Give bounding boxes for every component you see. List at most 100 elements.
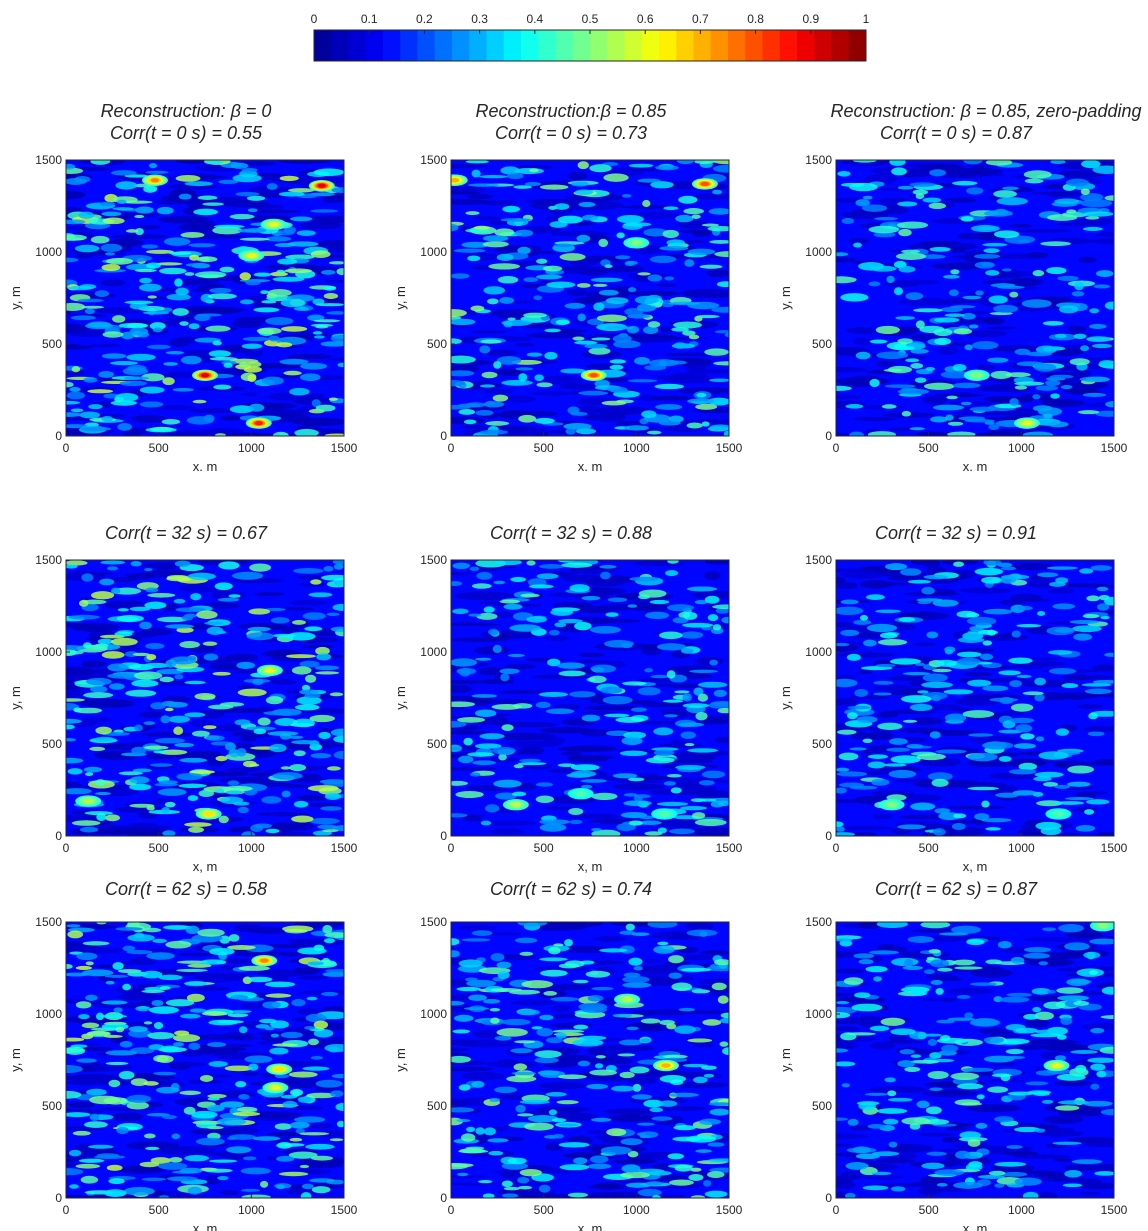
panel-title-line: Corr(t = 32 s) = 0.67 [104,523,268,543]
wave-crest [1034,1128,1046,1133]
wave-crest [544,351,558,360]
hotspot [200,373,210,378]
wave-crest [78,1158,105,1163]
wave-crest [615,255,631,260]
wave-crest [865,965,888,973]
wave-crest [962,295,982,300]
wave-crest [981,818,1012,823]
wave-crest [465,160,489,164]
panel-title-line: Corr(t = 62 s) = 0.74 [489,879,653,899]
wave-crest [657,827,668,834]
wave-crest [232,801,250,806]
wave-crest [1046,626,1075,636]
wave-trough [127,822,157,827]
wave-crest [889,658,922,665]
wave-crest [171,1133,181,1140]
wave-crest [907,579,931,584]
wave-crest [1071,291,1085,297]
wave-crest [591,337,611,341]
panel-title-line: Corr(t = 0 s) = 0.87 [879,123,1033,143]
wave-trough [1054,1080,1093,1086]
wave-crest [162,1115,177,1120]
wave-trough [472,1030,502,1038]
wave-trough [296,794,326,801]
wave-crest [305,1143,335,1150]
wave-crest [227,945,256,950]
wave-crest [294,428,319,436]
wave-crest [724,332,729,338]
wave-crest [485,804,500,813]
wave-trough [66,323,90,333]
wave-crest [521,980,554,989]
x-tick-label: 0 [833,1203,840,1217]
colorbar-tick-label: 0.6 [637,12,654,26]
wave-crest [282,1100,298,1109]
wave-crest [536,1027,554,1037]
wave-crest [533,295,543,301]
wave-trough [844,1016,886,1024]
wave-trough [673,777,725,782]
wave-crest [463,1007,490,1011]
wave-crest [623,222,652,227]
wave-crest [501,379,533,386]
wave-trough [1024,1019,1050,1028]
colorbar-level [676,30,694,61]
wave-crest [687,1038,713,1043]
wave-crest [1100,1108,1114,1116]
wave-crest [515,229,533,237]
wave-crest [702,1019,722,1026]
wave-crest [451,1001,465,1006]
wave-crest [884,1077,896,1083]
wave-crest [479,733,505,740]
wave-crest [461,1133,476,1142]
wave-crest [605,326,635,330]
wave-trough [456,621,478,627]
wave-crest [714,330,729,334]
wave-crest [472,760,496,766]
wave-crest [179,321,189,326]
wave-crest [315,1079,343,1088]
wave-crest [875,325,900,335]
wave-crest [548,629,560,636]
colorbar-level [590,30,608,61]
wave-crest [859,614,869,621]
wave-trough [1020,1039,1079,1045]
wave-trough [963,671,993,677]
wave-crest [229,213,255,220]
wave-crest [1055,801,1085,805]
wave-crest [901,1117,931,1125]
wave-crest [836,385,852,391]
wave-trough [544,635,569,641]
wave-crest [280,326,308,332]
wave-crest [451,1107,475,1113]
wave-crest [709,239,729,244]
wave-trough [287,353,332,360]
wave-crest [935,749,967,754]
wave-trough [988,678,1031,683]
wave-crest [844,1192,856,1198]
wave-trough [511,300,533,304]
wave-crest [139,621,152,630]
wave-crest [883,1118,899,1125]
wave-crest [458,1084,471,1091]
wave-crest [206,626,224,636]
x-tick-label: 1500 [1101,1203,1128,1217]
wave-crest [256,327,282,335]
wave-crest [988,424,1000,431]
wave-crest [276,1142,293,1149]
wave-crest [307,785,339,792]
wave-crest [1061,683,1079,689]
wave-crest [257,717,271,726]
wave-trough [1006,277,1043,287]
wave-crest [688,334,700,340]
wave-crest [1099,359,1114,366]
wave-crest [336,1120,344,1128]
wave-crest [956,995,971,999]
wave-crest [1059,305,1079,314]
y-tick-label: 1500 [420,915,447,929]
wave-crest [321,829,339,833]
wave-crest [936,1037,969,1044]
wave-crest [910,1059,940,1064]
wave-trough [229,1047,247,1052]
wave-crest [590,277,623,283]
